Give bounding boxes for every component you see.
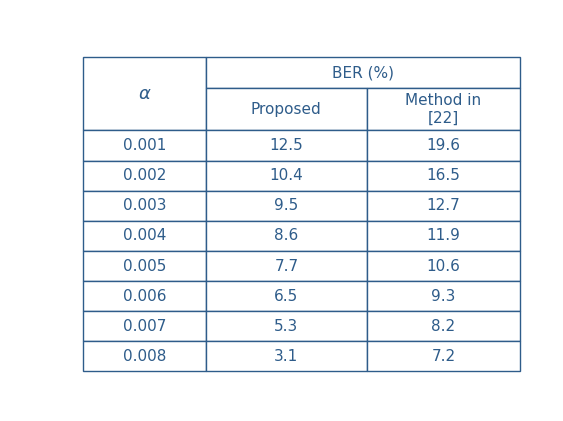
Bar [367, 131, 520, 160]
Text: 16.5: 16.5 [427, 168, 461, 183]
Bar [367, 311, 520, 341]
Text: 0.004: 0.004 [123, 229, 166, 243]
Bar [83, 311, 205, 341]
Text: 7.7: 7.7 [274, 258, 298, 274]
Bar [205, 88, 367, 131]
Bar [367, 281, 520, 311]
Bar [367, 341, 520, 371]
Bar [205, 251, 367, 281]
Text: BER (%): BER (%) [332, 65, 394, 80]
Bar [367, 160, 520, 191]
Text: 3.1: 3.1 [274, 349, 298, 364]
Text: 0.001: 0.001 [123, 138, 166, 153]
Text: 0.008: 0.008 [123, 349, 166, 364]
Text: 0.005: 0.005 [123, 258, 166, 274]
Bar [83, 160, 205, 191]
Bar [205, 341, 367, 371]
Bar [83, 281, 205, 311]
Bar [205, 131, 367, 160]
Text: 0.007: 0.007 [123, 319, 166, 334]
Bar [83, 57, 205, 131]
Text: 0.006: 0.006 [123, 289, 166, 304]
Bar [205, 311, 367, 341]
Text: α: α [138, 85, 150, 103]
Bar [205, 191, 367, 221]
Text: 0.003: 0.003 [123, 198, 166, 213]
Text: 8.2: 8.2 [431, 319, 455, 334]
Text: 9.5: 9.5 [274, 198, 298, 213]
Text: 10.6: 10.6 [427, 258, 461, 274]
Bar [205, 221, 367, 251]
Text: 11.9: 11.9 [427, 229, 461, 243]
Bar [367, 88, 520, 131]
Text: 8.6: 8.6 [274, 229, 298, 243]
Bar [205, 281, 367, 311]
Bar [205, 57, 520, 88]
Text: 12.7: 12.7 [427, 198, 461, 213]
Text: 6.5: 6.5 [274, 289, 298, 304]
Text: 19.6: 19.6 [426, 138, 461, 153]
Bar [83, 221, 205, 251]
Text: 0.002: 0.002 [123, 168, 166, 183]
Bar [205, 160, 367, 191]
Text: 10.4: 10.4 [270, 168, 303, 183]
Bar [367, 251, 520, 281]
Text: 9.3: 9.3 [431, 289, 455, 304]
Bar [83, 251, 205, 281]
Bar [367, 191, 520, 221]
Bar [83, 191, 205, 221]
Text: 7.2: 7.2 [431, 349, 455, 364]
Text: Method in
[22]: Method in [22] [405, 93, 481, 125]
Bar [367, 221, 520, 251]
Text: 12.5: 12.5 [270, 138, 303, 153]
Text: 5.3: 5.3 [274, 319, 298, 334]
Bar [83, 131, 205, 160]
Bar [83, 341, 205, 371]
Text: Proposed: Proposed [251, 102, 321, 117]
